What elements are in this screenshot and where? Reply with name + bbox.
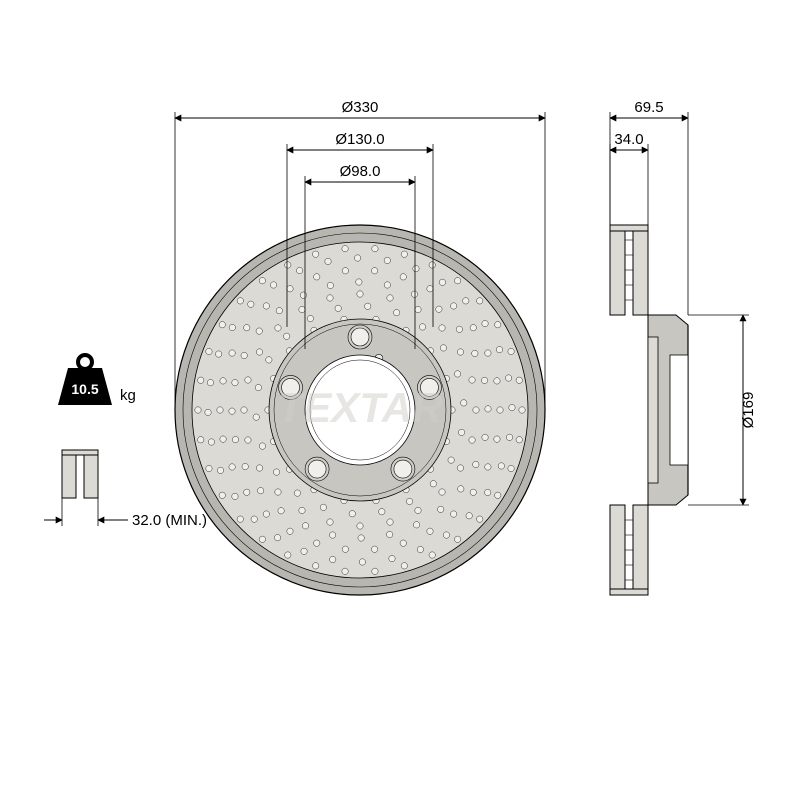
svg-text:Ø169: Ø169 (740, 392, 757, 429)
weight-icon: 10.5 kg (58, 355, 136, 405)
svg-text:Ø130.0: Ø130.0 (335, 131, 384, 148)
min-thickness-icon (62, 450, 98, 498)
svg-text:34.0: 34.0 (614, 131, 643, 148)
min-thickness-label: 32.0 (MIN.) (132, 512, 207, 529)
svg-text:Ø330: Ø330 (342, 99, 379, 116)
side-view (610, 225, 688, 595)
front-view: TEXTAR (175, 225, 545, 595)
svg-text:69.5: 69.5 (634, 99, 663, 116)
weight-value: 10.5 (71, 381, 98, 397)
weight-unit: kg (120, 387, 136, 404)
watermark: TEXTAR (278, 384, 444, 431)
svg-text:Ø98.0: Ø98.0 (340, 163, 381, 180)
